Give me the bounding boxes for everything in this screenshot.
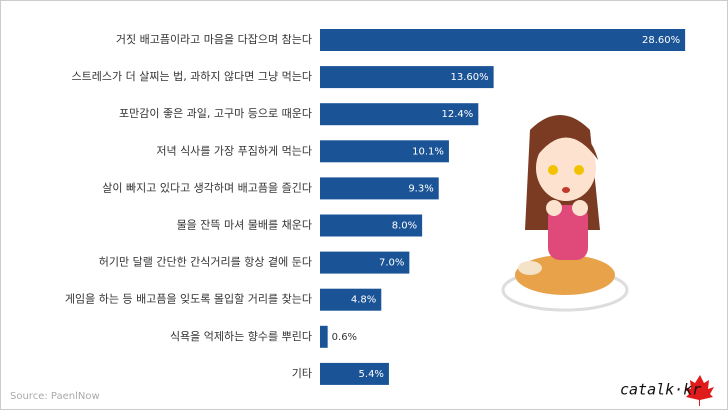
value-label: 12.4% (442, 109, 474, 120)
value-label: 10.1% (412, 146, 444, 157)
category-label: 포만감이 좋은 과일, 고구마 등으로 때운다 (119, 106, 312, 120)
category-label: 기타 (292, 367, 312, 380)
bar (320, 103, 479, 126)
value-label: 4.8% (351, 295, 376, 306)
logo: catalk·kr (620, 381, 701, 399)
bar (320, 288, 382, 311)
maple-leaf (685, 375, 714, 406)
source: Source: PaenlNow (10, 391, 100, 402)
category-label: 살이 빠지고 있다고 생각하며 배고픔을 즐긴다 (102, 180, 312, 194)
bar (320, 362, 389, 385)
value-label: 0.6% (332, 332, 357, 343)
illustration (501, 115, 629, 312)
value-label: 8.0% (392, 221, 417, 232)
category-label: 저녁 식사를 가장 푸짐하게 먹는다 (156, 143, 312, 157)
category-label: 식욕을 억제하는 향수를 뿌린다 (170, 329, 312, 343)
bar (320, 177, 439, 200)
bar (320, 66, 494, 89)
value-label: 28.60% (642, 35, 680, 46)
value-label: 5.4% (359, 369, 384, 380)
bar (320, 214, 423, 237)
value-label: 9.3% (408, 183, 433, 194)
category-label: 허기만 달랠 간단한 간식거리를 항상 곁에 둔다 (99, 256, 312, 269)
bar (320, 325, 328, 348)
value-label: 13.60% (450, 72, 488, 83)
category-label: 게임을 하는 등 배고픔을 잊도록 몰입할 거리를 찾는다 (65, 292, 312, 306)
bar (320, 140, 449, 163)
bar (320, 29, 686, 51)
category-label: 스트레스가 더 살찌는 법, 과하지 않다면 그냥 먹는다 (72, 69, 313, 83)
bar (320, 251, 410, 274)
value-label: 7.0% (379, 258, 404, 269)
category-label: 거짓 배고픔이라고 마음을 다잡으며 참는다 (116, 33, 312, 46)
category-label: 물을 잔뜩 마셔 물배를 채운다 (177, 219, 312, 232)
